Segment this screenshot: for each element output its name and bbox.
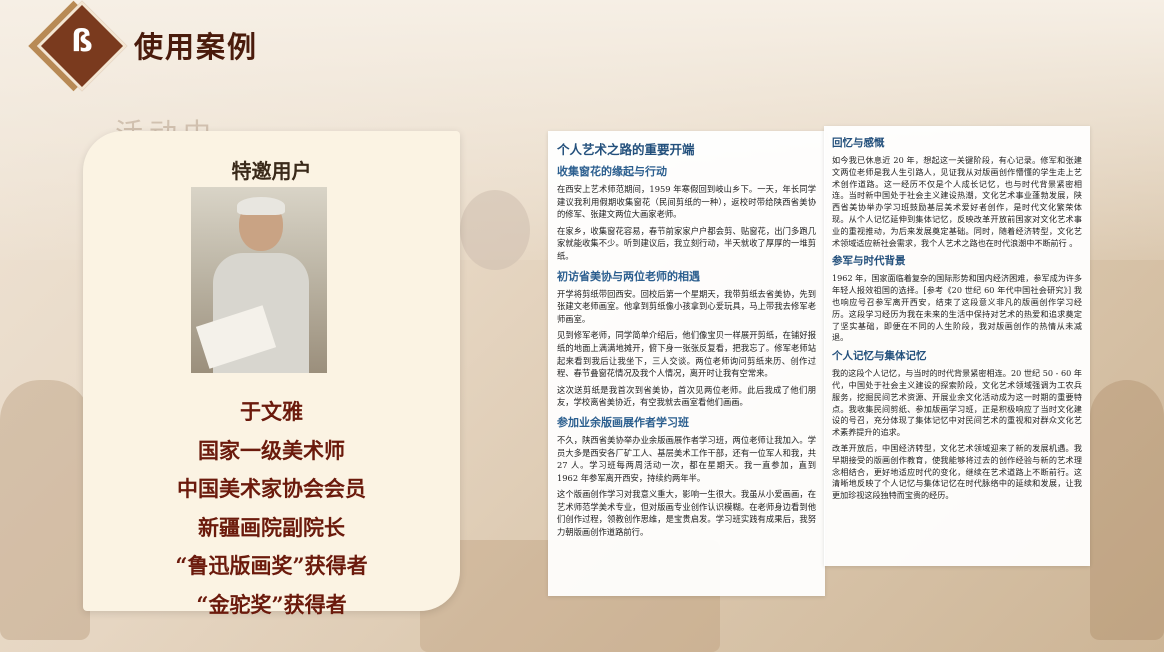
paragraph: 在西安上艺术师范期间，1959 年寒假回到岐山乡下。一天，年长同学建议我利用假期… xyxy=(557,184,816,220)
profile-photo xyxy=(191,187,327,373)
article-panel-right: 回忆与感慨 如今我已休息近 20 年，想起这一关键阶段，有心记录。修军和张建文两… xyxy=(824,126,1090,566)
paragraph: 这个版画创作学习对我意义重大，影响一生很大。我虽从小爱画画，在艺术师范学美术专业… xyxy=(557,489,816,538)
article-panel-left: 个人艺术之路的重要开端 收集窗花的缘起与行动 在西安上艺术师范期间，1959 年… xyxy=(548,131,825,596)
profile-name: 于文雅 xyxy=(240,399,303,424)
profile-card: 特邀用户 于文雅 国家一级美术师 中国美术家协会会员 新疆画院副院长 “鲁迅版画… xyxy=(83,131,460,617)
paragraph: 如今我已休息近 20 年，想起这一关键阶段，有心记录。修军和张建文两位老师是我人… xyxy=(832,155,1082,248)
paragraph: 这次送剪纸是我首次到省美协，首次见两位老师。此后我成了他们朋友，学校离省美协近，… xyxy=(557,384,816,408)
article-title: 个人艺术之路的重要开端 xyxy=(557,142,695,157)
page-title: 使用案例 xyxy=(134,30,259,64)
paragraph: 开学将剪纸带回西安。回校后第一个星期天，我带剪纸去省美协，先到张建文老师画室。他… xyxy=(557,288,816,324)
paragraph: 不久，陕西省美协举办业余版画展作者学习班，两位老师让我加入。学员大多是西安各厂矿… xyxy=(557,434,816,483)
paragraph: 1962 年，国家面临着复杂的国际形势和国内经济困难，参军成为许多年轻人报效祖国… xyxy=(832,273,1082,343)
section-heading: 个人记忆与集体记忆 xyxy=(832,350,927,363)
paragraph: 改革开放后，中国经济转型，文化艺术领域迎来了新的发展机遇。我早期接受的版画创作教… xyxy=(832,442,1082,501)
paragraph: 见到修军老师，同学简单介绍后，他们像宝贝一样展开剪纸，在铺好报纸的地面上满满地摊… xyxy=(557,330,816,379)
profile-title-line: 中国美术家协会会员 xyxy=(177,476,366,501)
profile-award-line: “金驼奖”获得者 xyxy=(196,591,347,617)
profile-title-line: 新疆画院副院长 xyxy=(198,514,345,540)
photo-hair xyxy=(237,197,285,215)
section-heading: 收集窗花的缘起与行动 xyxy=(557,165,667,178)
section-heading: 参加业余版画展作者学习班 xyxy=(557,415,689,429)
background-chair-right xyxy=(1090,380,1164,640)
profile-title-line: 国家一级美术师 xyxy=(198,437,345,463)
profile-credentials: 于文雅 国家一级美术师 中国美术家协会会员 新疆画院副院长 “鲁迅版画奖”获得者… xyxy=(83,393,460,624)
profile-award-line: “鲁迅版画奖”获得者 xyxy=(175,553,368,578)
paragraph: 在家乡，收集窗花容易，春节前家家户户都会剪、贴窗花，出门多跑几家就能收集不少。听… xyxy=(557,225,816,261)
profile-label: 特邀用户 xyxy=(231,159,312,183)
section-heading: 初访省美协与两位老师的相遇 xyxy=(557,269,700,283)
background-chair-left xyxy=(0,380,90,640)
paragraph: 我的这段个人记忆，与当时的时代背景紧密相连。20 世纪 50 - 60 年代，中… xyxy=(832,368,1082,438)
section-heading: 参军与时代背景 xyxy=(832,255,906,268)
page-header: ß 使用案例 xyxy=(22,0,282,92)
background-person-left xyxy=(460,190,530,270)
logo-icon: ß xyxy=(71,24,93,59)
section-heading: 回忆与感慨 xyxy=(832,137,885,149)
